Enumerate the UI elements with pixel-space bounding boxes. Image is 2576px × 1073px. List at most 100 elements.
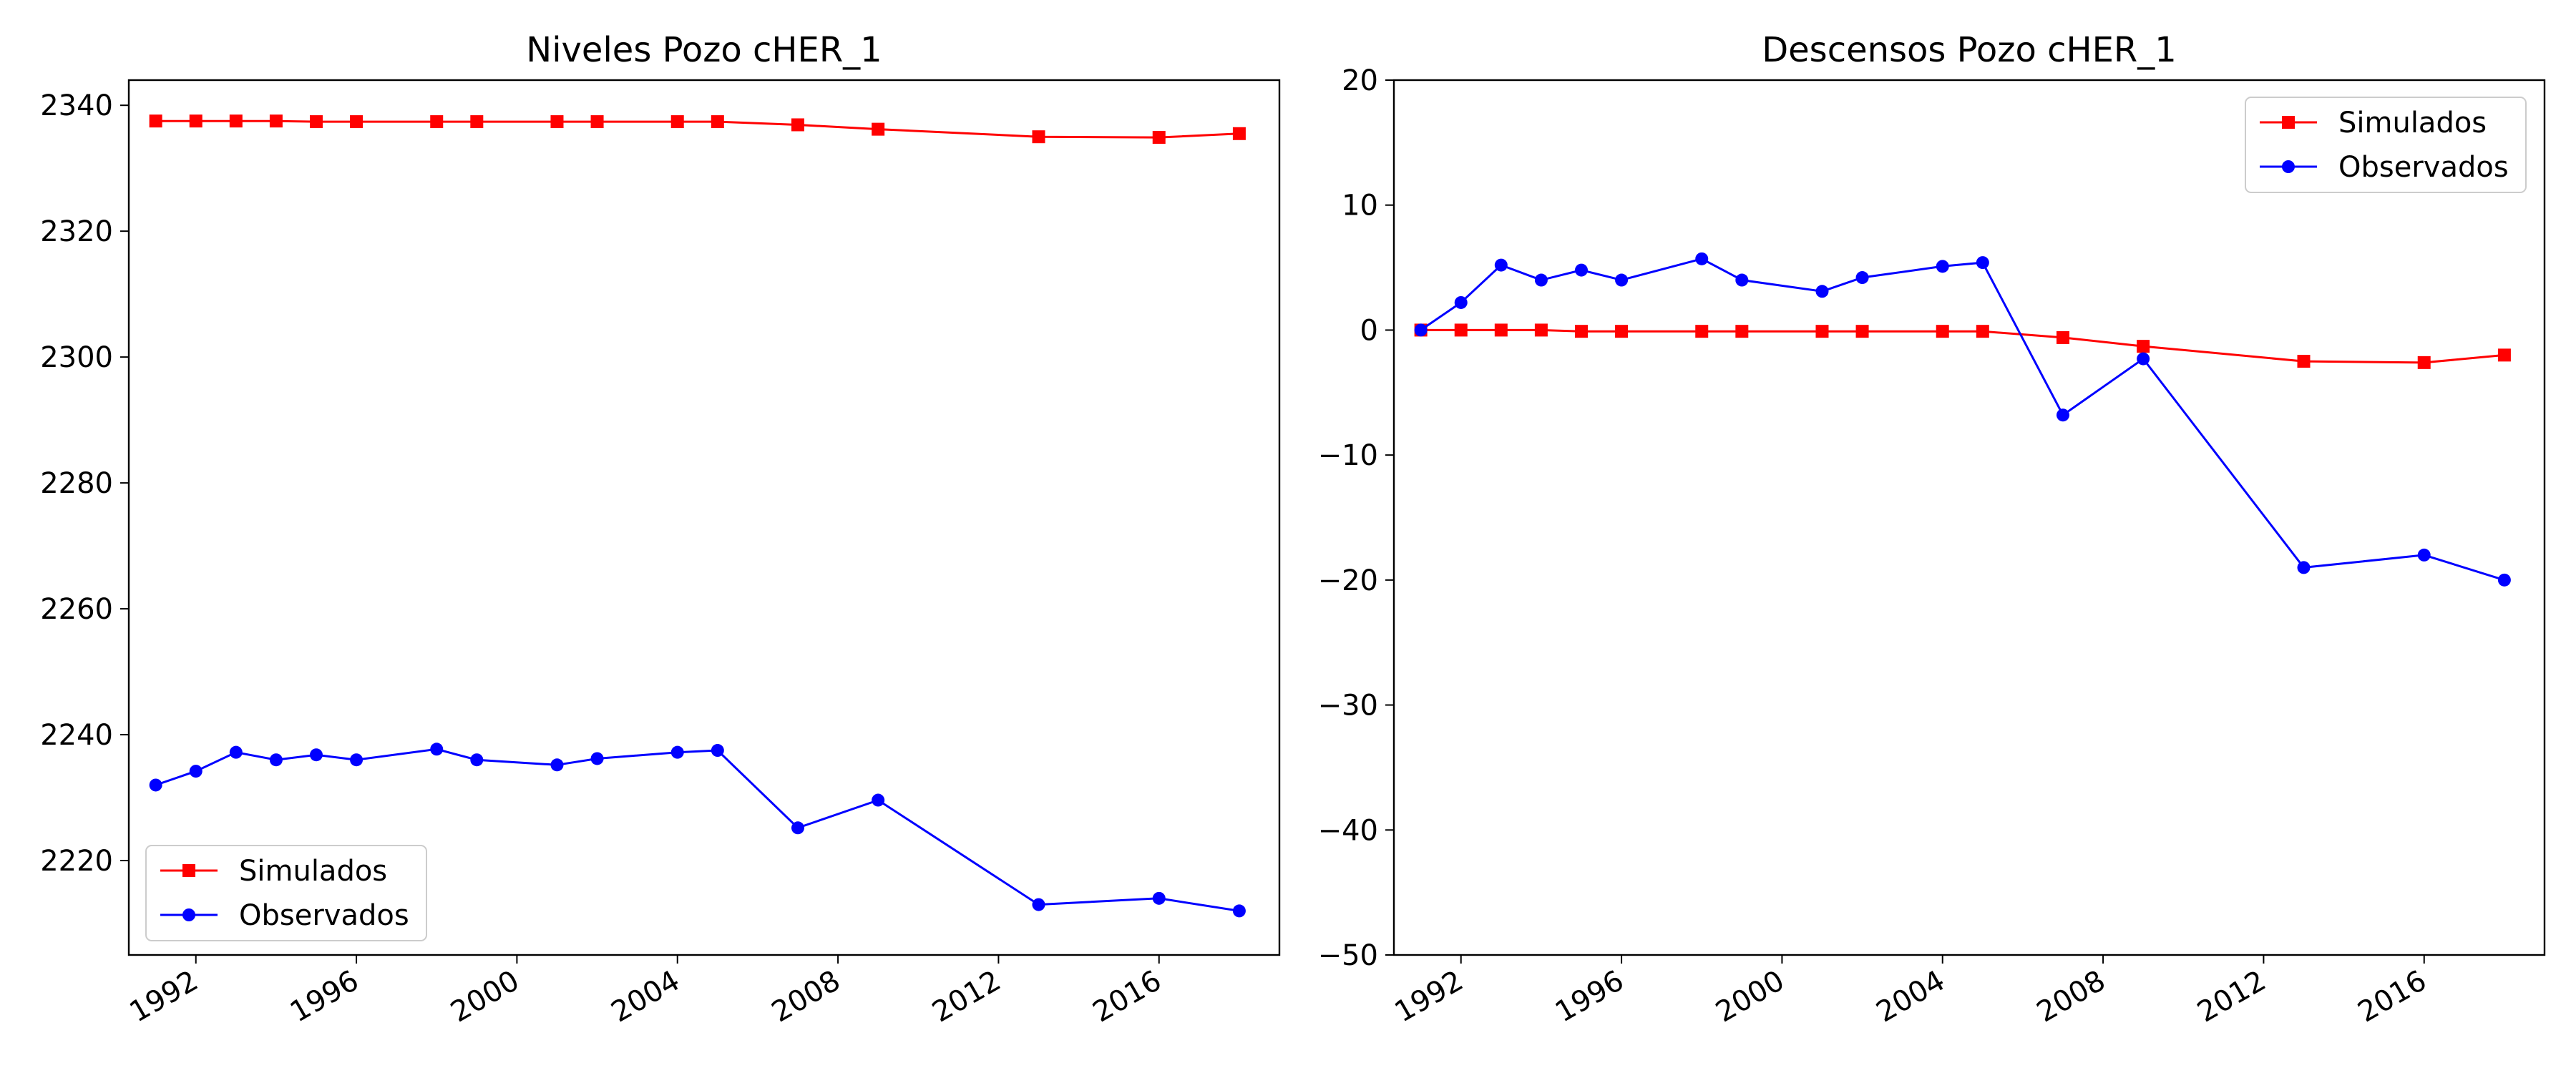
- levels-observados-point: [1232, 904, 1246, 918]
- levels-simulados-point: [711, 115, 724, 129]
- drawdown-simulados-point: [1454, 323, 1468, 337]
- drawdown-chart-title: Descensos Pozo cHER_1: [1762, 30, 2177, 70]
- drawdown-simulados-point: [1615, 325, 1629, 338]
- drawdown-observados-point: [1976, 256, 1989, 270]
- drawdown-simulados-point: [1855, 325, 1869, 338]
- levels-observados-point: [590, 752, 604, 765]
- drawdown-y-tick-label: −30: [1318, 690, 1378, 722]
- drawdown-observados-point: [1494, 258, 1508, 272]
- levels-simulados-point: [149, 114, 162, 128]
- drawdown-observados-point: [1414, 323, 1428, 337]
- levels-legend-box: [145, 845, 427, 941]
- drawdown-observados-point: [2056, 408, 2069, 422]
- levels-observados-point: [1032, 898, 1045, 911]
- levels-axes-frame: [127, 79, 1281, 956]
- levels-legend-simulados-marker: [182, 864, 195, 877]
- levels-simulados-point: [1152, 131, 1166, 144]
- drawdown-simulados-point: [2497, 348, 2511, 362]
- drawdown-observados-point: [1855, 271, 1869, 285]
- levels-simulados-point: [550, 115, 564, 129]
- levels-simulados-point: [350, 115, 364, 129]
- levels-simulados-point: [430, 115, 444, 129]
- drawdown-observados-point: [2297, 561, 2311, 574]
- levels-observados-point: [791, 821, 804, 835]
- drawdown-legend-simulados-label: Simulados: [2338, 107, 2487, 139]
- drawdown-simulados-point: [1494, 323, 1508, 337]
- drawdown-observados-point: [1735, 273, 1749, 287]
- levels-observados-point: [550, 758, 564, 772]
- levels-observados-point: [872, 793, 885, 807]
- drawdown-observados-point: [2137, 352, 2150, 366]
- drawdown-simulados-point: [1695, 325, 1709, 338]
- levels-observados-point: [711, 744, 724, 758]
- drawdown-y-tick-label: 10: [1342, 190, 1378, 222]
- levels-simulados-point: [791, 118, 804, 132]
- levels-y-tick-label: 2320: [40, 215, 113, 248]
- drawdown-legend-observados-marker: [2282, 160, 2295, 173]
- levels-y-tick-label: 2300: [40, 341, 113, 374]
- drawdown-observados-point: [1615, 273, 1629, 287]
- drawdown-y-tick-label: −10: [1318, 439, 1378, 472]
- drawdown-axes-frame: [1392, 79, 2546, 956]
- drawdown-legend: Simulados Observados: [2245, 97, 2527, 193]
- drawdown-y-tick-label: 20: [1342, 64, 1378, 97]
- levels-chart-title: Niveles Pozo cHER_1: [526, 30, 882, 70]
- drawdown-simulados-point: [2137, 340, 2150, 353]
- levels-simulados-point: [1032, 130, 1045, 144]
- drawdown-simulados-point: [1815, 325, 1829, 338]
- drawdown-simulados-point: [1735, 325, 1749, 338]
- levels-observados-point: [149, 778, 162, 792]
- drawdown-simulados-point: [2417, 356, 2431, 369]
- levels-simulados-point: [189, 114, 203, 128]
- drawdown-observados-point: [1454, 295, 1468, 309]
- levels-observados-point: [1152, 891, 1166, 905]
- levels-simulados-point: [1232, 127, 1246, 140]
- drawdown-simulados-point: [2056, 330, 2069, 344]
- levels-legend-observados-marker: [182, 908, 195, 921]
- drawdown-observados-point: [1534, 273, 1548, 287]
- levels-simulados-point: [670, 115, 684, 129]
- levels-simulados-point: [470, 115, 484, 129]
- drawdown-legend-simulados-marker: [2282, 116, 2295, 129]
- levels-y-tick-label: 2280: [40, 467, 113, 500]
- levels-observados-point: [430, 743, 444, 756]
- levels-simulados-point: [309, 115, 323, 129]
- levels-simulados-point: [229, 114, 243, 128]
- levels-observados-point: [470, 753, 484, 767]
- drawdown-observados-point: [1695, 252, 1709, 265]
- drawdown-y-tick-label: −50: [1318, 939, 1378, 972]
- levels-legend-simulados-label: Simulados: [239, 855, 387, 888]
- drawdown-observados-point: [1574, 263, 1588, 277]
- levels-y-tick-label: 2240: [40, 719, 113, 752]
- drawdown-y-tick-label: −20: [1318, 564, 1378, 597]
- drawdown-simulados-point: [1574, 325, 1588, 338]
- levels-y-tick-label: 2220: [40, 845, 113, 878]
- drawdown-observados-point: [2417, 548, 2431, 562]
- drawdown-y-tick-label: −40: [1318, 814, 1378, 847]
- levels-y-tick-label: 2260: [40, 593, 113, 626]
- drawdown-legend-box: [2245, 97, 2527, 193]
- levels-simulados-point: [872, 122, 885, 136]
- drawdown-simulados-point: [1936, 325, 1949, 338]
- drawdown-observados-point: [2497, 573, 2511, 587]
- levels-observados-point: [189, 765, 203, 778]
- levels-observados-point: [350, 753, 364, 767]
- levels-simulados-point: [269, 114, 283, 128]
- levels-legend: Simulados Observados: [145, 845, 427, 941]
- drawdown-simulados-point: [1534, 323, 1548, 337]
- levels-chart-panel: Niveles Pozo cHER_1 1992 1996 2000 2004 2008…: [40, 30, 1281, 1029]
- drawdown-observados-point: [1815, 285, 1829, 298]
- levels-legend-observados-label: Observados: [239, 899, 409, 932]
- levels-simulados-point: [590, 115, 604, 129]
- levels-observados-point: [670, 745, 684, 759]
- drawdown-simulados-point: [2297, 355, 2311, 368]
- drawdown-y-tick-label: 0: [1360, 314, 1378, 347]
- drawdown-legend-observados-label: Observados: [2338, 151, 2509, 184]
- levels-observados-point: [269, 753, 283, 767]
- levels-y-tick-label: 2340: [40, 89, 113, 122]
- drawdown-simulados-point: [1976, 325, 1989, 338]
- levels-observados-point: [309, 748, 323, 762]
- drawdown-observados-point: [1936, 260, 1949, 273]
